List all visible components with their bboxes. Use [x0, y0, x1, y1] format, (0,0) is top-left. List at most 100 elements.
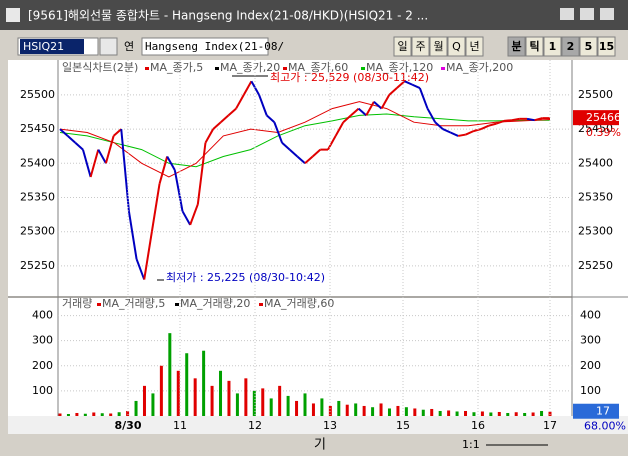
price-segment: [166, 155, 176, 171]
volume-bar: [202, 350, 206, 416]
price-segment: [380, 94, 391, 110]
y-tick-label: 200: [32, 359, 53, 372]
price-segment: [104, 135, 115, 164]
volume-bar: [430, 408, 434, 416]
y-tick-label: 25250: [20, 259, 55, 272]
zoom-ratio: 1:1: [462, 438, 480, 451]
period-label: 년: [469, 40, 479, 53]
price-segment: [503, 119, 512, 122]
interval-button[interactable]: [543, 36, 562, 57]
title-bar: [0, 0, 628, 30]
low-label: 최저가 : 25,225 (08/30-10:42): [166, 271, 325, 284]
price-segment: [373, 100, 383, 110]
volume-bar: [159, 365, 163, 416]
volume-bar: [151, 393, 155, 416]
period-label: 월: [433, 40, 443, 53]
volume-bar: [362, 405, 366, 416]
volume-bar: [134, 400, 138, 416]
volume-bar: [345, 404, 349, 416]
volume-bar: [252, 390, 256, 416]
last-price: 25466: [586, 111, 621, 124]
legend-label: MA_종가,60: [288, 61, 348, 74]
volume-bar: [480, 411, 484, 416]
period-button[interactable]: [393, 36, 412, 57]
maximize-button[interactable]: [580, 8, 594, 20]
price-segment: [189, 203, 199, 226]
last-volume: 17: [596, 405, 610, 418]
price-segment: [59, 128, 69, 137]
volume-bar: [142, 385, 146, 416]
volume-bar: [472, 412, 476, 416]
y-tick-label: 25500: [578, 88, 613, 101]
price-segment: [266, 114, 276, 123]
close-button[interactable]: [600, 8, 614, 20]
x-tick-label: 12: [248, 419, 262, 432]
name-text: Hangseng Index(21-08/: [145, 40, 284, 53]
interval-button[interactable]: [579, 36, 598, 57]
price-segment: [89, 149, 100, 178]
legend-label: MA_종가,20: [220, 61, 280, 74]
y-tick-label: 200: [580, 359, 601, 372]
legend-marker: [97, 303, 101, 306]
last-price-box: [573, 110, 619, 126]
y-tick-label: 100: [580, 384, 601, 397]
search-button[interactable]: [99, 37, 118, 56]
ma60-line: [59, 101, 551, 178]
price-segment: [143, 231, 153, 280]
interval-button[interactable]: [525, 36, 544, 57]
name-field[interactable]: [141, 37, 269, 56]
volume-bar: [75, 412, 79, 416]
y-tick-label: 25300: [578, 225, 613, 238]
price-segment: [334, 121, 345, 137]
volume-bar: [176, 370, 180, 416]
interval-button[interactable]: [561, 36, 580, 57]
price-segment: [426, 108, 437, 123]
price-segment: [220, 114, 230, 123]
volume-percent: 68.00%: [584, 420, 626, 433]
volume-bar: [438, 410, 442, 416]
y-tick-label: 25350: [578, 190, 613, 203]
price-segment: [273, 121, 283, 144]
minimize-button[interactable]: [560, 8, 574, 20]
period-button[interactable]: [411, 36, 430, 57]
x-tick-label: 15: [396, 419, 410, 432]
x-tick-label: 17: [543, 419, 557, 432]
price-segment: [235, 94, 245, 110]
price-segment: [418, 87, 429, 109]
price-segment: [296, 155, 306, 165]
price-segment: [488, 122, 497, 127]
y-tick-label: 100: [32, 384, 53, 397]
volume-bar: [371, 407, 375, 416]
x-tick-label: 11: [173, 419, 187, 432]
volume-bar: [523, 412, 527, 416]
interval-label: 2: [567, 40, 575, 53]
volume-bar: [100, 413, 104, 416]
y-tick-label: 25450: [20, 122, 55, 135]
period-button[interactable]: [465, 36, 484, 57]
legend-label: 일본식차트(2분): [62, 60, 138, 74]
price-segment: [434, 121, 444, 130]
price-segment: [465, 130, 474, 136]
price-segment: [212, 121, 222, 130]
volume-bar: [185, 353, 189, 416]
price-segment: [66, 135, 76, 144]
volume-bar: [354, 403, 358, 416]
price-segment: [526, 117, 535, 122]
volume-bar: [210, 385, 214, 416]
price-segment: [181, 210, 192, 226]
price-segment: [480, 124, 490, 131]
high-label: 최고가 : 25,529 (08/30-11:42): [270, 71, 429, 84]
price-segment: [74, 142, 84, 151]
period-button[interactable]: [447, 36, 466, 57]
code-text: HSIQ21: [23, 40, 64, 53]
interval-button[interactable]: [597, 36, 616, 57]
period-button[interactable]: [429, 36, 448, 57]
price-segment: [158, 156, 169, 185]
volume-bar: [497, 411, 501, 416]
y-tick-label: 300: [580, 334, 601, 347]
legend-marker: [283, 67, 287, 70]
volume-bar: [379, 403, 383, 416]
interval-button[interactable]: [507, 36, 526, 57]
legend-marker: [441, 67, 445, 70]
